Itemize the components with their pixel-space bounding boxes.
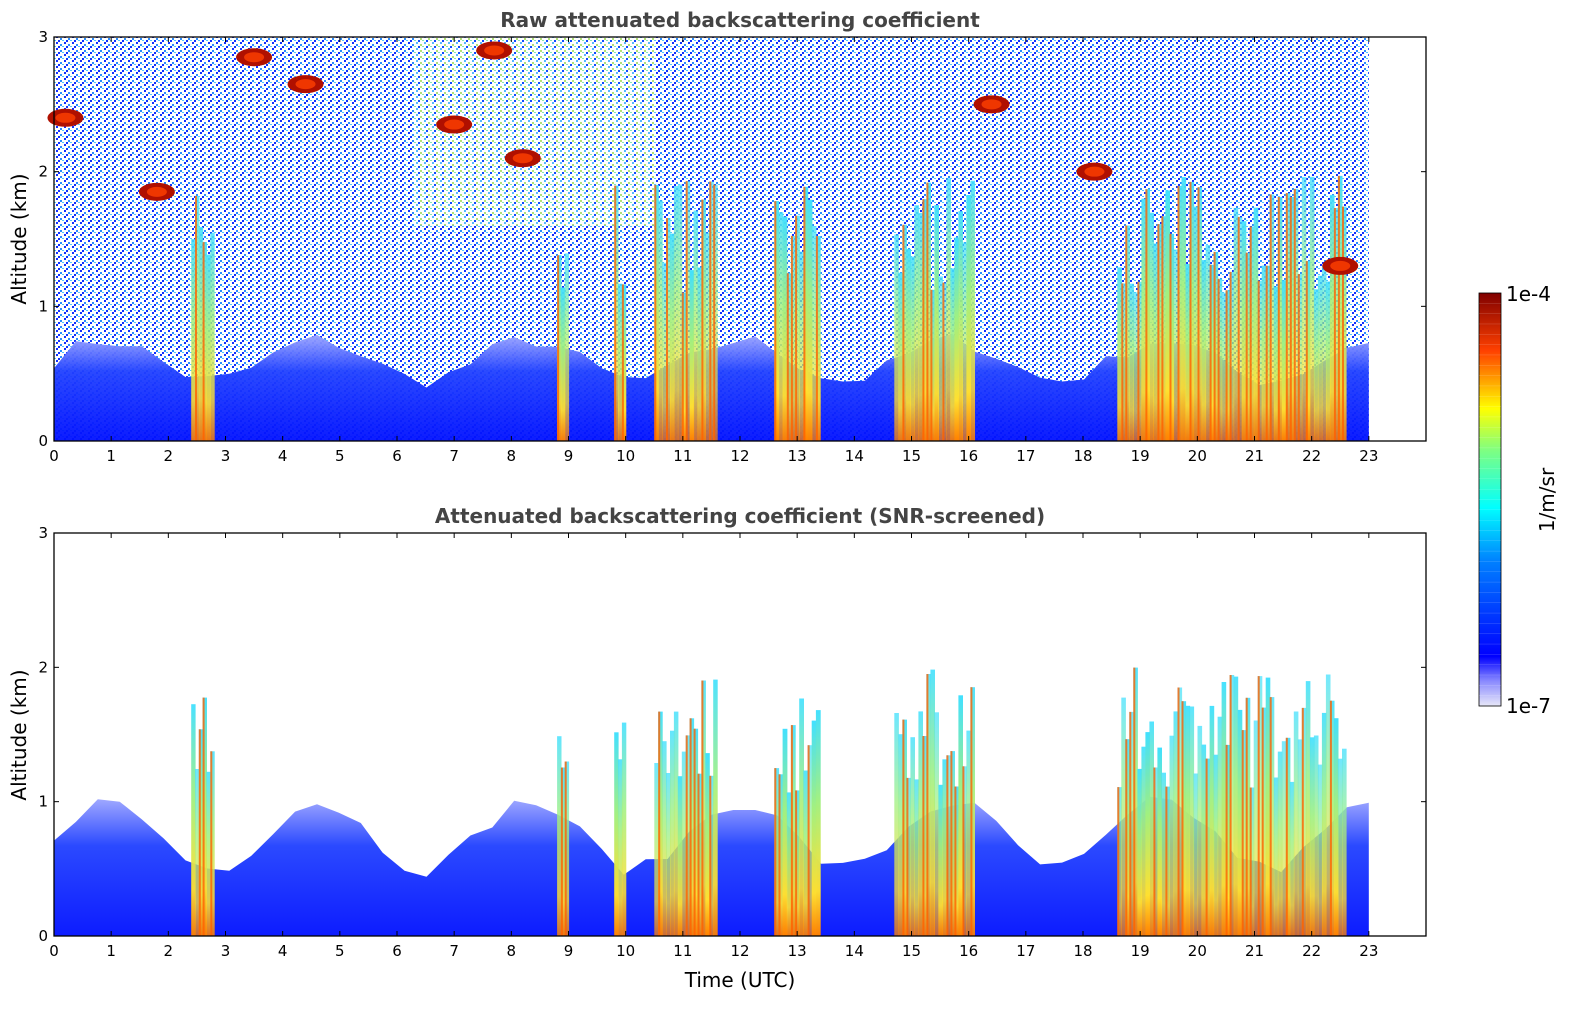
x-tick-label: 7 [449, 447, 459, 465]
x-tick-label: 15 [902, 942, 921, 960]
precip-shaft [894, 669, 975, 936]
x-tick-label: 12 [730, 942, 749, 960]
bottom-heatmap [54, 667, 1369, 936]
x-tick-label: 3 [221, 447, 231, 465]
x-tick-label: 16 [959, 447, 978, 465]
precip-shaft [654, 181, 718, 441]
colorbar-min-label: 1e-7 [1506, 694, 1551, 718]
y-tick-label: 2 [38, 163, 48, 181]
y-tick-label: 1 [38, 297, 48, 315]
precip-shaft [614, 185, 627, 441]
x-tick-label: 22 [1302, 942, 1321, 960]
precip-shaft [557, 253, 570, 441]
x-tick-label: 6 [392, 942, 402, 960]
x-tick-label: 2 [164, 942, 174, 960]
precip-shaft [894, 178, 975, 441]
x-tick-label: 14 [845, 447, 864, 465]
bottom-panel-title: Attenuated backscattering coefficient (S… [435, 504, 1045, 528]
x-tick-label: 0 [49, 447, 59, 465]
y-tick-label: 3 [38, 28, 48, 46]
x-tick-label: 21 [1245, 942, 1264, 960]
top-heatmap [47, 37, 1369, 441]
colorbar-max-label: 1e-4 [1506, 282, 1551, 306]
precip-shaft [614, 722, 627, 936]
y-tick-label: 1 [38, 793, 48, 811]
precip-shaft [191, 697, 215, 936]
bottom-x-axis-label: Time (UTC) [684, 968, 796, 992]
x-tick-label: 5 [335, 942, 345, 960]
x-tick-label: 4 [278, 447, 288, 465]
precip-shaft [1117, 175, 1347, 441]
x-tick-label: 6 [392, 447, 402, 465]
x-tick-label: 17 [1016, 447, 1035, 465]
x-tick-label: 13 [788, 942, 807, 960]
top-x-axis: 0 1 2 3 4 5 6 7 8 9 10 11 12 13 14 15 16 17 18 19 20 21 22 23 [49, 37, 1378, 465]
top-panel-title: Raw attenuated backscattering coefficien… [500, 8, 980, 32]
x-tick-label: 0 [49, 942, 59, 960]
x-tick-label: 20 [1188, 447, 1207, 465]
x-tick-label: 10 [616, 942, 635, 960]
x-tick-label: 19 [1131, 942, 1150, 960]
x-tick-label: 15 [902, 447, 921, 465]
bottom-y-axis-label: Altitude (km) [7, 669, 31, 800]
x-tick-label: 4 [278, 942, 288, 960]
x-tick-label: 13 [788, 447, 807, 465]
x-tick-label: 19 [1131, 447, 1150, 465]
x-tick-label: 18 [1073, 447, 1092, 465]
x-tick-label: 23 [1359, 447, 1378, 465]
colorbar-unit-label: 1/m/sr [1535, 467, 1559, 532]
x-tick-label: 1 [106, 942, 116, 960]
x-tick-label: 9 [564, 942, 574, 960]
bottom-y-axis: 0 1 2 3 [38, 524, 1426, 945]
x-tick-label: 22 [1302, 447, 1321, 465]
top-panel: Raw attenuated backscattering coefficien… [7, 8, 1427, 465]
precip-shaft [557, 736, 570, 936]
x-tick-label: 20 [1188, 942, 1207, 960]
x-tick-label: 8 [507, 447, 517, 465]
x-tick-label: 16 [959, 942, 978, 960]
x-tick-label: 11 [673, 447, 692, 465]
x-tick-label: 3 [221, 942, 231, 960]
precip-shaft [774, 698, 821, 936]
x-tick-label: 14 [845, 942, 864, 960]
x-tick-label: 8 [507, 942, 517, 960]
x-tick-label: 21 [1245, 447, 1264, 465]
x-tick-label: 17 [1016, 942, 1035, 960]
colorbar-gradient [1478, 292, 1502, 707]
x-tick-label: 18 [1073, 942, 1092, 960]
x-tick-label: 10 [616, 447, 635, 465]
colorbar: 1e-4 1e-7 1/m/sr [1478, 282, 1559, 718]
precip-shaft [654, 679, 718, 936]
bottom-panel: Attenuated backscattering coefficient (S… [7, 504, 1427, 992]
x-tick-label: 11 [673, 942, 692, 960]
x-tick-label: 12 [730, 447, 749, 465]
x-tick-label: 5 [335, 447, 345, 465]
y-tick-label: 3 [38, 524, 48, 542]
x-tick-label: 7 [449, 942, 459, 960]
top-y-axis-label: Altitude (km) [7, 173, 31, 304]
x-tick-label: 9 [564, 447, 574, 465]
bottom-x-axis: 0 1 2 3 4 5 6 7 8 9 10 11 12 13 14 15 16 17 18 19 20 21 22 23 [49, 533, 1378, 960]
precip-shaft [1117, 667, 1347, 936]
y-tick-label: 0 [38, 432, 48, 450]
x-tick-label: 23 [1359, 942, 1378, 960]
x-tick-label: 1 [106, 447, 116, 465]
y-tick-label: 2 [38, 658, 48, 676]
y-tick-label: 0 [38, 927, 48, 945]
precip-shaft [191, 195, 215, 441]
x-tick-label: 2 [164, 447, 174, 465]
colorbar-bands [1479, 303, 1501, 696]
precip-shaft [774, 186, 821, 441]
top-y-axis: 0 1 2 3 [38, 28, 1426, 450]
